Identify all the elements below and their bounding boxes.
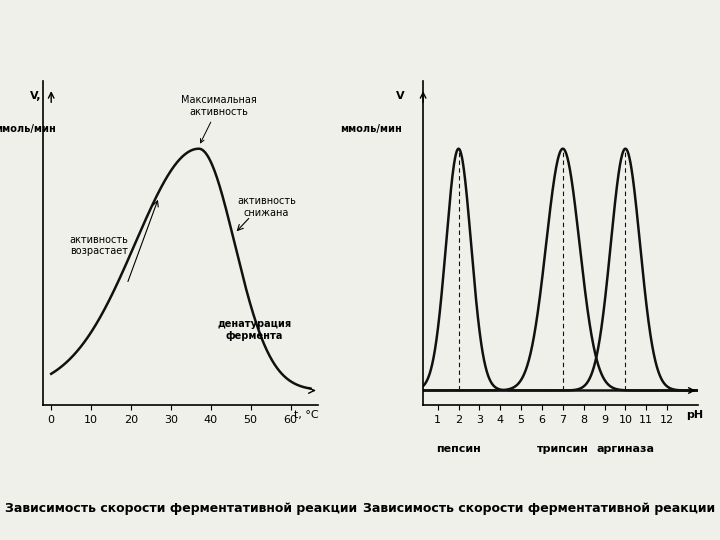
Text: ммоль/мин: ммоль/мин (0, 124, 56, 134)
Text: пепсин: пепсин (436, 444, 481, 454)
Text: Зависимость скорости ферментативной реакции: Зависимость скорости ферментативной реак… (5, 502, 357, 515)
Text: t, °C: t, °C (294, 410, 319, 420)
Text: V: V (396, 91, 405, 100)
Text: Зависимость скорости ферментативной реакции от pH: Зависимость скорости ферментативной реак… (363, 502, 720, 515)
Text: активность
снижана: активность снижана (237, 196, 296, 218)
Text: Максимальная
активность: Максимальная активность (181, 95, 256, 143)
Text: V,: V, (30, 91, 41, 100)
Text: pH: pH (685, 410, 703, 420)
Text: активность
возрастает: активность возрастает (70, 234, 128, 256)
Text: денатурация
фермента: денатурация фермента (217, 319, 292, 341)
Text: трипсин: трипсин (537, 444, 589, 454)
Text: ммоль/мин: ммоль/мин (340, 124, 402, 134)
Text: аргиназа: аргиназа (596, 444, 654, 454)
